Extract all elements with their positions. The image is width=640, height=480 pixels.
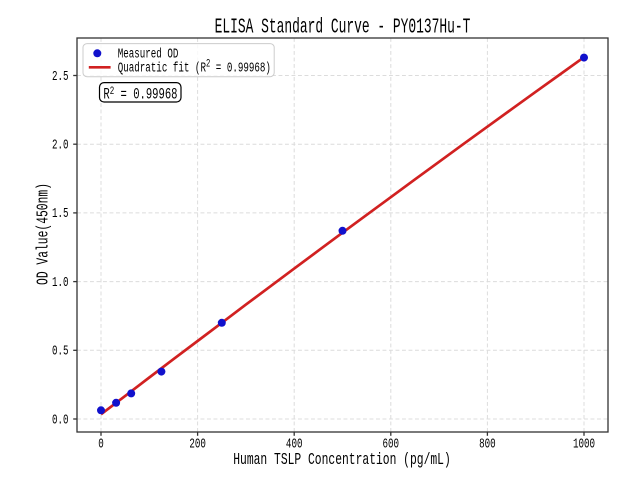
svg-text:200: 200 — [189, 437, 206, 452]
svg-text:Human TSLP Concentration (pg/m: Human TSLP Concentration (pg/mL) — [233, 451, 451, 470]
svg-text:ELISA Standard Curve - PY0137H: ELISA Standard Curve - PY0137Hu-T — [215, 17, 471, 40]
svg-text:1.5: 1.5 — [52, 207, 69, 222]
svg-text:1000: 1000 — [573, 437, 595, 452]
svg-text:Measured OD: Measured OD — [118, 47, 179, 62]
svg-text:2.5: 2.5 — [52, 69, 69, 84]
svg-text:600: 600 — [383, 437, 400, 452]
svg-text:Quadratic fit (R2 = 0.99968): Quadratic fit (R2 = 0.99968) — [118, 57, 271, 76]
svg-text:OD Value(450nm): OD Value(450nm) — [35, 183, 54, 285]
svg-text:R2 = 0.99968: R2 = 0.99968 — [103, 85, 177, 105]
svg-text:0: 0 — [98, 437, 104, 452]
svg-text:1.0: 1.0 — [52, 275, 69, 290]
svg-text:800: 800 — [479, 437, 496, 452]
svg-text:0.0: 0.0 — [52, 413, 69, 428]
svg-text:400: 400 — [286, 437, 303, 452]
svg-text:0.5: 0.5 — [52, 344, 69, 359]
svg-text:2.0: 2.0 — [52, 138, 69, 153]
